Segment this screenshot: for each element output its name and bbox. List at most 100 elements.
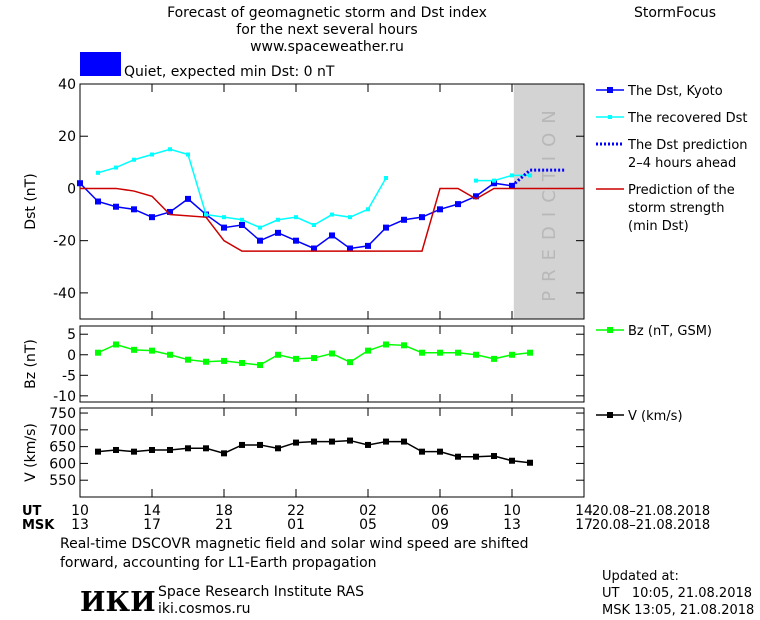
x-tick-label: 18	[215, 503, 233, 519]
data-point	[185, 195, 191, 202]
data-point	[509, 457, 515, 464]
plot-frame	[79, 407, 585, 498]
data-point	[473, 351, 479, 358]
legend-label: The Dst prediction	[627, 138, 748, 153]
data-point	[528, 173, 532, 178]
data-point	[491, 180, 497, 187]
data-point	[95, 198, 101, 205]
legend-label: V (km/s)	[628, 409, 683, 424]
series-line	[511, 168, 566, 187]
time-row-label: MSK	[22, 518, 55, 533]
data-point	[239, 441, 245, 448]
y-axis-label: V (km/s)	[23, 423, 39, 482]
data-point	[221, 450, 227, 457]
data-point	[293, 355, 299, 362]
data-point	[329, 232, 335, 239]
data-point	[474, 178, 478, 183]
data-point	[455, 453, 461, 460]
institute: Space Research Institute RAS	[158, 584, 364, 600]
data-point	[113, 341, 119, 348]
y-tick-label: 20	[58, 129, 76, 145]
data-point	[167, 446, 173, 453]
data-point	[347, 245, 353, 252]
data-point	[311, 355, 317, 362]
footer-note: Real-time DSCOVR magnetic field and sola…	[60, 536, 529, 552]
x-tick-label: 21	[215, 517, 233, 533]
data-point	[276, 217, 280, 222]
data-point	[347, 359, 353, 366]
data-point	[222, 215, 226, 220]
x-tick-label: 09	[431, 517, 449, 533]
plot-frame	[79, 83, 585, 320]
data-point	[203, 358, 209, 365]
data-point	[365, 347, 371, 354]
x-tick-label: 10	[503, 503, 521, 519]
data-point	[95, 349, 101, 356]
x-tick-label: 14	[143, 503, 161, 519]
data-point	[293, 439, 299, 446]
x-tick-label: 17	[143, 517, 161, 533]
data-point	[113, 446, 119, 453]
data-point	[419, 448, 425, 455]
date-range: 20.08–21.08.2018	[592, 504, 710, 519]
y-tick-label: 5	[67, 327, 76, 343]
data-point	[167, 208, 173, 215]
legend-marker	[607, 327, 613, 333]
updated-title: Updated at:	[602, 569, 679, 584]
data-point	[114, 165, 118, 170]
data-point	[240, 217, 244, 222]
data-point	[150, 152, 154, 157]
y-tick-label: 0	[67, 348, 76, 364]
x-tick-label: 13	[503, 517, 521, 533]
data-point	[257, 362, 263, 369]
data-point	[131, 448, 137, 455]
prediction-label: PREDICTION	[539, 101, 560, 301]
legend-label: (min Dst)	[628, 219, 689, 234]
data-point	[293, 237, 299, 244]
data-point	[95, 448, 101, 455]
data-point	[149, 446, 155, 453]
data-point	[275, 229, 281, 236]
data-point	[167, 351, 173, 358]
time-row-label: UT	[22, 504, 42, 519]
updated-line: UT 10:05, 21.08.2018	[602, 586, 752, 601]
y-axis-label: Dst (nT)	[23, 173, 39, 229]
data-point	[527, 349, 533, 356]
y-tick-label: -10	[53, 389, 76, 405]
legend-marker	[607, 412, 613, 418]
data-point	[311, 438, 317, 445]
y-tick-label: 600	[49, 456, 76, 472]
x-tick-label: 10	[71, 503, 89, 519]
data-point	[77, 180, 83, 187]
data-point	[401, 438, 407, 445]
data-point	[401, 342, 407, 349]
y-tick-label: -5	[62, 368, 76, 384]
data-point	[311, 245, 317, 252]
logo: ИКИ	[80, 587, 156, 618]
date-range: 20.08–21.08.2018	[592, 518, 710, 533]
legend-label: The recovered Dst	[627, 111, 747, 126]
data-point	[492, 178, 496, 183]
series-line	[80, 187, 584, 252]
data-point	[419, 349, 425, 356]
data-point	[348, 215, 352, 220]
x-tick-label: 01	[287, 517, 305, 533]
prediction-region	[513, 84, 584, 319]
data-point	[365, 242, 371, 249]
data-point	[294, 215, 298, 220]
legend-label: Prediction of the	[628, 183, 735, 198]
data-point	[312, 223, 316, 227]
status-text: Quiet, expected min Dst: 0 nT	[124, 64, 335, 80]
legend-label: The Dst, Kyoto	[627, 84, 723, 99]
data-point	[383, 224, 389, 231]
data-point	[437, 448, 443, 455]
x-tick-label: 02	[359, 503, 377, 519]
data-point	[473, 193, 479, 200]
data-point	[185, 356, 191, 363]
x-tick-label: 17	[575, 517, 593, 533]
data-point	[491, 453, 497, 460]
data-point	[203, 445, 209, 452]
data-point	[168, 147, 172, 152]
legend-marker	[607, 87, 613, 93]
